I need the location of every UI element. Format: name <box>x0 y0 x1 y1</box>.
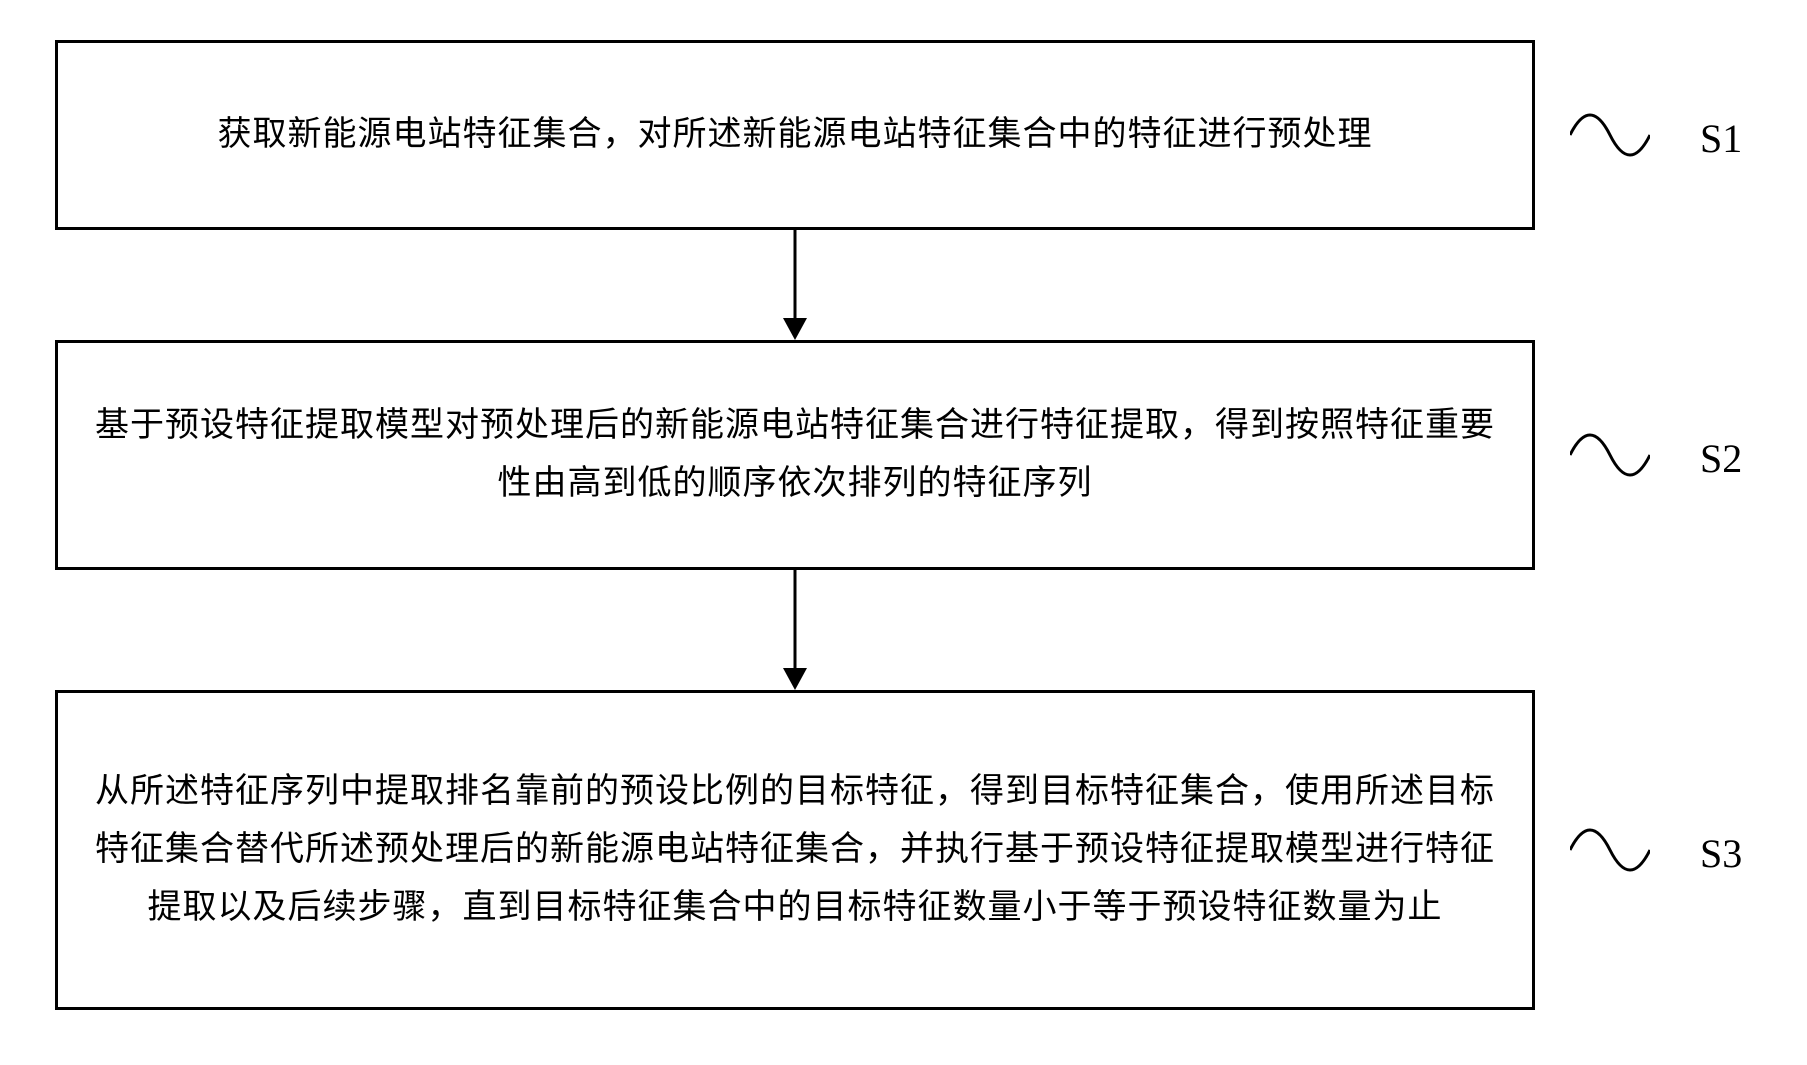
squiggle-connector-s2 <box>1570 420 1650 490</box>
step-text-s2: 基于预设特征提取模型对预处理后的新能源电站特征集合进行特征提取，得到按照特征重要… <box>88 397 1502 513</box>
step-label-s1: S1 <box>1700 115 1742 162</box>
step-box-s2: 基于预设特征提取模型对预处理后的新能源电站特征集合进行特征提取，得到按照特征重要… <box>55 340 1535 570</box>
step-box-s1: 获取新能源电站特征集合，对所述新能源电站特征集合中的特征进行预处理 <box>55 40 1535 230</box>
step-text-s1: 获取新能源电站特征集合，对所述新能源电站特征集合中的特征进行预处理 <box>218 106 1373 164</box>
flowchart-canvas: 获取新能源电站特征集合，对所述新能源电站特征集合中的特征进行预处理 S1 基于预… <box>0 0 1807 1065</box>
step-text-s3: 从所述特征序列中提取排名靠前的预设比例的目标特征，得到目标特征集合，使用所述目标… <box>88 763 1502 936</box>
step-box-s3: 从所述特征序列中提取排名靠前的预设比例的目标特征，得到目标特征集合，使用所述目标… <box>55 690 1535 1010</box>
squiggle-connector-s1 <box>1570 100 1650 170</box>
step-label-s2: S2 <box>1700 435 1742 482</box>
squiggle-connector-s3 <box>1570 815 1650 885</box>
step-label-s3: S3 <box>1700 830 1742 877</box>
